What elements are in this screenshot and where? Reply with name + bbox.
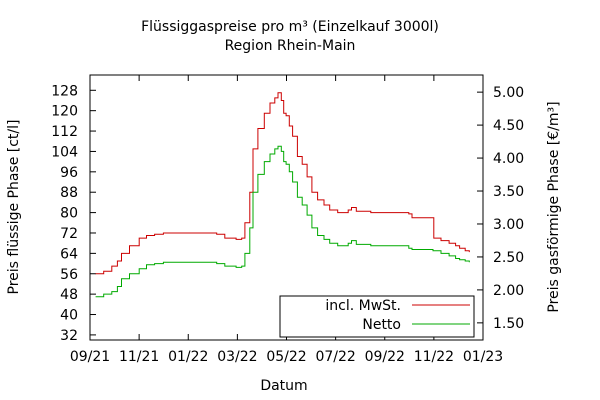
y2-tick-label: 4.00 bbox=[493, 151, 524, 167]
y2-tick-label: 1.50 bbox=[493, 316, 524, 332]
y-tick-label: 104 bbox=[51, 144, 78, 160]
series-line-incl-mwst bbox=[95, 92, 470, 275]
y-tick-label: 48 bbox=[60, 287, 78, 303]
series-group bbox=[95, 92, 470, 298]
legend-label: Netto bbox=[362, 317, 401, 333]
series-line-netto bbox=[95, 145, 470, 298]
y-tick-label: 120 bbox=[51, 104, 78, 120]
y-axis-label: Preis flüssige Phase [ct/l] bbox=[6, 120, 22, 295]
y2-axis-label: Preis gasförmige Phase [€/m³] bbox=[546, 101, 562, 312]
y-tick-label: 56 bbox=[60, 267, 78, 283]
y-tick-label: 32 bbox=[60, 328, 78, 344]
x-axis-label: Datum bbox=[260, 378, 307, 394]
y2-tick-label: 3.00 bbox=[493, 217, 524, 233]
y2-tick-label: 4.50 bbox=[493, 118, 524, 134]
y-tick-label: 40 bbox=[60, 308, 78, 324]
x-tick-label: 03/22 bbox=[217, 349, 257, 365]
legend: incl. MwSt. Netto bbox=[279, 295, 475, 338]
y-tick-label: 72 bbox=[60, 226, 78, 242]
x-tick-label: 11/22 bbox=[414, 349, 454, 365]
y-tick-label: 64 bbox=[60, 246, 78, 262]
x-tick-label: 09/21 bbox=[70, 349, 110, 365]
y-tick-label: 112 bbox=[51, 124, 78, 140]
y-axis-left: 32 40 48 56 64 72 80 88 96 104 112 120 128 bbox=[51, 83, 96, 344]
y-tick-label: 96 bbox=[60, 165, 78, 181]
chart-subtitle: Region Rhein-Main bbox=[225, 38, 356, 54]
chart-title: Flüssiggaspreise pro m³ (Einzelkauf 3000… bbox=[141, 19, 439, 35]
y2-tick-label: 2.00 bbox=[493, 283, 524, 299]
x-axis: 09/21 11/21 01/22 03/22 05/22 07/22 09/22 11/22… bbox=[70, 75, 503, 365]
y-axis-right: 1.50 2.00 2.50 3.00 3.50 4.00 4.50 5.00 bbox=[477, 85, 524, 332]
y2-tick-label: 2.50 bbox=[493, 250, 524, 266]
legend-box bbox=[279, 295, 475, 338]
y-tick-label: 88 bbox=[60, 185, 78, 201]
y-tick-label: 128 bbox=[51, 83, 78, 99]
legend-label: incl. MwSt. bbox=[325, 298, 401, 314]
x-tick-label: 01/23 bbox=[463, 349, 503, 365]
x-tick-label: 05/22 bbox=[266, 349, 306, 365]
y2-tick-label: 3.50 bbox=[493, 184, 524, 200]
x-tick-label: 11/21 bbox=[119, 349, 159, 365]
x-tick-label: 09/22 bbox=[365, 349, 405, 365]
x-tick-label: 07/22 bbox=[315, 349, 355, 365]
y2-tick-label: 5.00 bbox=[493, 85, 524, 101]
y-tick-label: 80 bbox=[60, 206, 78, 222]
x-tick-label: 01/22 bbox=[168, 349, 208, 365]
